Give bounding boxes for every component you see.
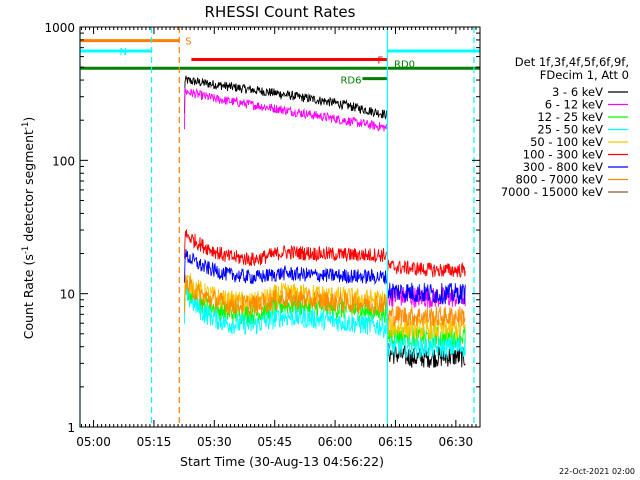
legend-entry-label: 300 - 800 keV [523,160,603,174]
y-axis-label-superscript: -1 [21,122,31,130]
legend-entry-label: 6 - 12 keV [545,98,603,112]
series-line [184,249,387,286]
y-tick-label: 100 [52,154,75,168]
y-axis-label-part: Count Rate (s [21,254,36,339]
legend-entry-label: 7000 - 15000 keV [501,185,603,199]
series-line [184,275,387,316]
y-axis-label: Count Rate (s-1 detector segment-1) [21,117,36,340]
x-tick-label: 06:15 [378,435,413,449]
x-tick-label: 05:00 [76,435,111,449]
y-tick-label: 1000 [44,21,75,35]
series-line [184,75,387,120]
series-line [184,229,387,267]
chart-title: RHESSI Count Rates [205,3,356,21]
x-tick-label: 05:45 [257,435,292,449]
annotation-label: S [185,37,191,48]
y-axis-label-part: detector segment [21,130,36,246]
x-tick-label: 06:00 [318,435,353,449]
annotation-label: N [120,47,127,58]
y-axis-label-superscript: -1 [21,246,31,254]
plot-frame [79,26,481,428]
legend-header-line: FDecim 1, Att 0 [540,68,629,82]
annotation-label: RD6 [340,76,361,87]
series-line [387,259,466,278]
legend-entry-label: 800 - 7000 keV [515,173,603,187]
annotation-label: F [377,56,383,67]
legend: Det 1f,3f,4f,5f,6f,9f, FDecim 1, Att 0 3… [501,55,629,199]
legend-entry-label: 3 - 6 keV [552,85,603,99]
legend-entry-label: 50 - 100 keV [530,135,603,149]
legend-entry-label: 100 - 300 keV [523,148,603,162]
series-line [387,336,466,361]
y-axis-label-part: ) [21,117,36,122]
legend-entry-label: 25 - 50 keV [537,123,603,137]
x-tick-label: 05:15 [137,435,172,449]
legend-entry-label: 12 - 25 keV [537,110,603,124]
y-tick-label: 10 [60,288,75,302]
series-line [184,285,387,339]
series-line [184,87,387,132]
series-line [387,286,466,309]
axes: 05:00 05:15 05:30 05:45 06:00 06:15 06:30 1 10 10… [44,21,481,449]
series-line [387,316,466,340]
x-tick-label: 05:30 [197,435,232,449]
footer-date: 22-Oct-2021 02:00 [559,467,635,476]
y-tick-label: 1 [67,421,75,435]
series-line [387,305,466,328]
plot-area: S N F RD0 RD6 [79,27,480,427]
series-line [387,282,466,305]
x-tick-label: 06:30 [439,435,474,449]
legend-header-line: Det 1f,3f,4f,5f,6f,9f, [515,55,629,69]
annotation-label: RD0 [394,59,415,70]
x-axis-label: Start Time (30-Aug-13 04:56:22) [180,454,384,469]
